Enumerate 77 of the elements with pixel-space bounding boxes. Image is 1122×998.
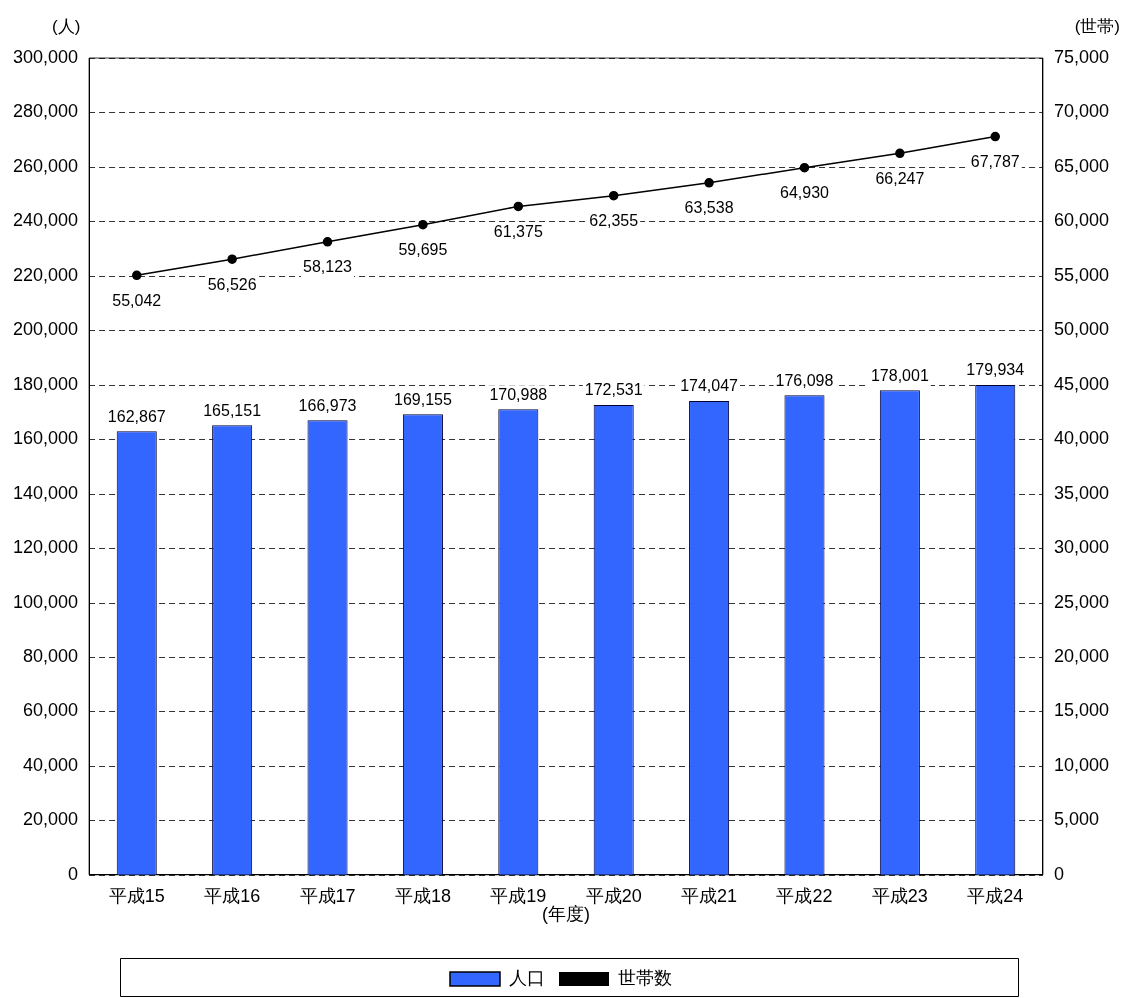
- x-tick-label: 平成17: [299, 885, 356, 906]
- y2-tick-label: 75,000: [1053, 46, 1110, 67]
- y-tick-label: 100,000: [12, 591, 79, 612]
- data-label: 170,988: [489, 385, 548, 403]
- y-tick-label: 160,000: [12, 428, 79, 449]
- y-tick-label: 220,000: [12, 264, 79, 285]
- data-label: 169,155: [394, 390, 452, 408]
- x-axis-title: (年度): [542, 904, 591, 925]
- x-tick-label: 平成16: [204, 885, 261, 906]
- y2-tick-label: 60,000: [1053, 210, 1110, 231]
- x-tick-label: 平成15: [108, 885, 165, 906]
- legend-label: 世帯数: [618, 967, 672, 988]
- data-label: 179,934: [966, 361, 1025, 379]
- point: [895, 148, 905, 159]
- y2-tick-label: 45,000: [1053, 373, 1110, 394]
- data-label: 61,375: [493, 222, 543, 240]
- point: [322, 237, 333, 247]
- y-tick-label: 20,000: [23, 809, 79, 830]
- data-label: 62,355: [589, 212, 639, 230]
- y-tick-label: 180,000: [12, 373, 79, 394]
- y-tick-label: 140,000: [12, 482, 79, 503]
- point: [704, 178, 714, 188]
- y-tick-label: 240,000: [12, 210, 79, 231]
- data-label: 58,123: [303, 258, 353, 276]
- data-label: 178,001: [870, 366, 929, 384]
- y2-tick-label: 55,000: [1053, 264, 1110, 285]
- point: [132, 270, 142, 281]
- y2-tick-label: 30,000: [1053, 537, 1110, 558]
- y-axis-title: (人): [52, 17, 81, 37]
- x-tick-label: 平成20: [585, 885, 642, 906]
- data-label: 66,247: [875, 169, 925, 187]
- y2-tick-label: 25,000: [1053, 591, 1110, 612]
- y2-tick-label: 40,000: [1053, 428, 1110, 449]
- y-tick-label: 300,000: [12, 46, 79, 67]
- point: [799, 162, 810, 173]
- data-label: 55,042: [112, 291, 162, 309]
- y-tick-label: 280,000: [12, 101, 79, 122]
- data-label: 176,098: [775, 371, 834, 389]
- data-label: 166,973: [298, 396, 357, 414]
- data-label: 56,526: [207, 275, 257, 293]
- data-label: 174,047: [680, 377, 739, 395]
- legend-label: 人口: [509, 967, 545, 988]
- data-label: 162,867: [107, 407, 166, 425]
- data-label: 172,531: [584, 381, 643, 399]
- x-tick-label: 平成18: [394, 885, 451, 906]
- y2-tick-label: 35,000: [1053, 482, 1110, 503]
- y-tick-label: 80,000: [23, 645, 79, 666]
- x-tick-label: 平成19: [490, 885, 547, 906]
- y-tick-label: 60,000: [23, 700, 79, 721]
- y2-axis-title: (世帯): [1074, 17, 1120, 37]
- y2-tick-label: 15,000: [1053, 700, 1110, 721]
- x-tick-label: 平成21: [681, 885, 738, 906]
- x-tick-label: 平成22: [776, 885, 833, 906]
- y-tick-label: 260,000: [12, 155, 79, 176]
- point: [227, 254, 237, 264]
- data-label: 63,538: [684, 199, 734, 217]
- y-tick-label: 120,000: [12, 537, 79, 558]
- y2-tick-label: 50,000: [1053, 319, 1110, 340]
- y2-tick-label: 70,000: [1053, 101, 1110, 122]
- x-tick-label: 平成24: [967, 885, 1024, 906]
- x-tick-label: 平成23: [871, 885, 928, 906]
- y-tick-label: 40,000: [23, 754, 79, 775]
- y-tick-label: 200,000: [12, 319, 79, 340]
- y2-tick-label: 10,000: [1053, 754, 1110, 775]
- y-tick-label: 0: [68, 863, 79, 884]
- point: [608, 190, 619, 201]
- y2-tick-label: 0: [1053, 863, 1064, 884]
- data-label: 165,151: [203, 401, 262, 419]
- data-label: 67,787: [970, 152, 1020, 170]
- y2-tick-label: 20,000: [1053, 645, 1110, 666]
- point: [418, 219, 428, 230]
- data-label: 64,930: [780, 184, 830, 202]
- y2-tick-label: 65,000: [1053, 155, 1110, 176]
- point: [990, 131, 1000, 142]
- point: [513, 201, 524, 212]
- data-label: 59,695: [398, 241, 448, 259]
- y2-tick-label: 5,000: [1053, 809, 1099, 830]
